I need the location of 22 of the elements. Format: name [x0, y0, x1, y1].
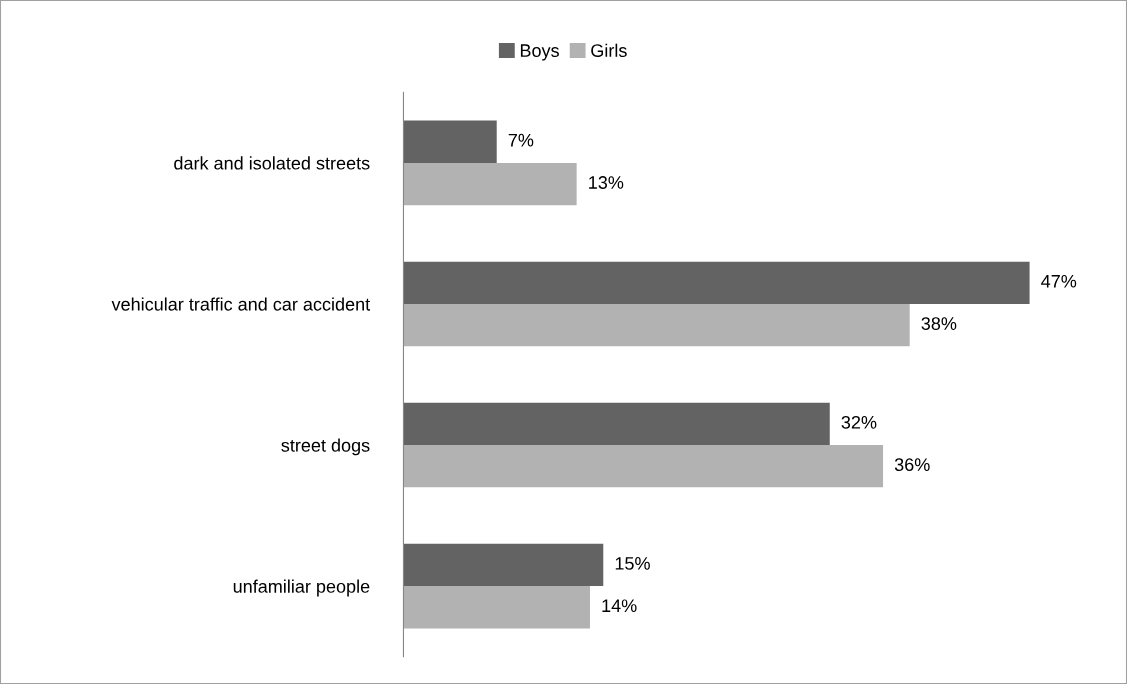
y-tick-label: street dogs — [281, 438, 370, 456]
y-tick-label: vehicular traffic and car accident — [111, 297, 371, 311]
bar — [403, 586, 590, 629]
y-tick-label: unfamiliar people — [233, 579, 370, 597]
bar — [403, 402, 830, 446]
legend-label: Girls — [591, 43, 627, 57]
bar — [403, 261, 1030, 304]
y-tick-label: dark and isolated streets — [174, 156, 370, 170]
data-label: 38% — [921, 317, 957, 330]
data-label: 13% — [589, 176, 624, 189]
legend-label: Boys — [520, 44, 559, 61]
data-label: 36% — [894, 458, 930, 472]
bar — [403, 120, 497, 163]
data-label: 14% — [602, 599, 637, 613]
bar — [403, 303, 910, 347]
bar — [403, 543, 604, 587]
data-label: 47% — [1041, 274, 1077, 288]
bar — [403, 445, 884, 488]
data-label: 7% — [508, 133, 534, 147]
data-label: 32% — [841, 415, 877, 429]
data-label: 15% — [615, 557, 650, 570]
bar — [403, 162, 577, 206]
